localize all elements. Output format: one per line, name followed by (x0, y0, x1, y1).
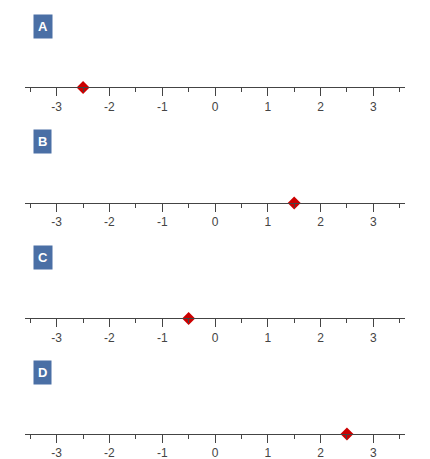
svg-text:3: 3 (370, 100, 377, 114)
svg-text:-1: -1 (157, 215, 168, 229)
svg-text:3: 3 (370, 331, 377, 345)
svg-text:-2: -2 (104, 446, 115, 459)
svg-text:1: 1 (264, 215, 271, 229)
svg-text:1: 1 (264, 331, 271, 345)
svg-text:1: 1 (264, 100, 271, 114)
svg-text:2: 2 (317, 100, 324, 114)
svg-text:2: 2 (317, 215, 324, 229)
svg-text:-1: -1 (157, 331, 168, 345)
svg-text:-3: -3 (51, 215, 62, 229)
svg-text:-2: -2 (104, 100, 115, 114)
svg-text:-3: -3 (51, 100, 62, 114)
svg-text:A: A (38, 19, 48, 34)
svg-text:B: B (38, 134, 47, 149)
svg-text:2: 2 (317, 331, 324, 345)
svg-text:-1: -1 (157, 446, 168, 459)
svg-text:-3: -3 (51, 446, 62, 459)
svg-text:-2: -2 (104, 215, 115, 229)
svg-text:0: 0 (212, 446, 219, 459)
svg-text:3: 3 (370, 215, 377, 229)
svg-text:1: 1 (264, 446, 271, 459)
svg-text:-3: -3 (51, 331, 62, 345)
svg-text:0: 0 (212, 215, 219, 229)
svg-text:0: 0 (212, 331, 219, 345)
svg-text:0: 0 (212, 100, 219, 114)
svg-text:-2: -2 (104, 331, 115, 345)
svg-text:-1: -1 (157, 100, 168, 114)
svg-text:D: D (38, 365, 47, 380)
svg-text:C: C (38, 250, 48, 265)
svg-text:2: 2 (317, 446, 324, 459)
svg-text:3: 3 (370, 446, 377, 459)
